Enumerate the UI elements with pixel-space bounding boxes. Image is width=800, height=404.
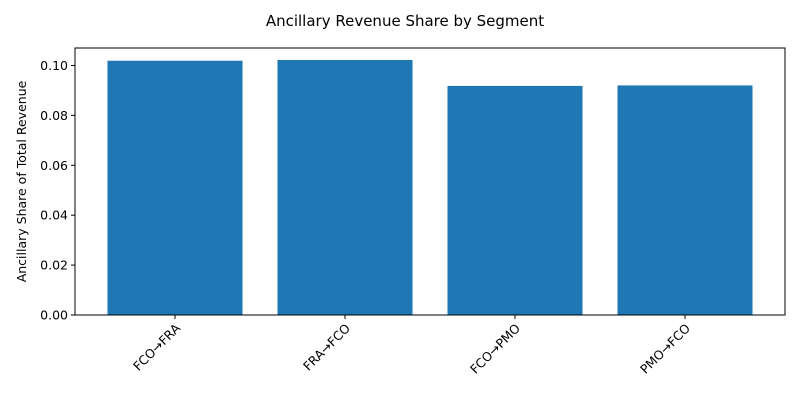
bar [617,85,753,316]
y-axis-ticks: 0.00 0.02 0.04 0.06 0.08 0.10 [40,58,75,323]
y-tick-label: 0.06 [40,158,68,173]
chart-title: Ancillary Revenue Share by Segment [266,12,544,30]
y-tick-label: 0.10 [40,58,68,73]
y-tick-label: 0.08 [40,108,68,123]
y-tick-label: 0.04 [40,208,68,223]
x-tick-label: FRA→FCO [300,320,353,373]
y-tick-label: 0.02 [40,258,68,273]
bar [447,85,583,315]
x-axis-ticks: FCO→FRA FRA→FCO FCO→PMO PMO→FCO [130,315,693,377]
bar [107,60,243,316]
bar [277,59,413,315]
x-tick-label: PMO→FCO [637,320,693,376]
plot-frame [74,47,786,316]
y-axis-label: Ancillary Share of Total Revenue [14,80,29,282]
x-tick-label: FCO→PMO [467,320,523,376]
y-tick-label: 0.00 [40,308,68,323]
bars-group [107,59,753,316]
x-tick-label: FCO→FRA [130,320,183,373]
